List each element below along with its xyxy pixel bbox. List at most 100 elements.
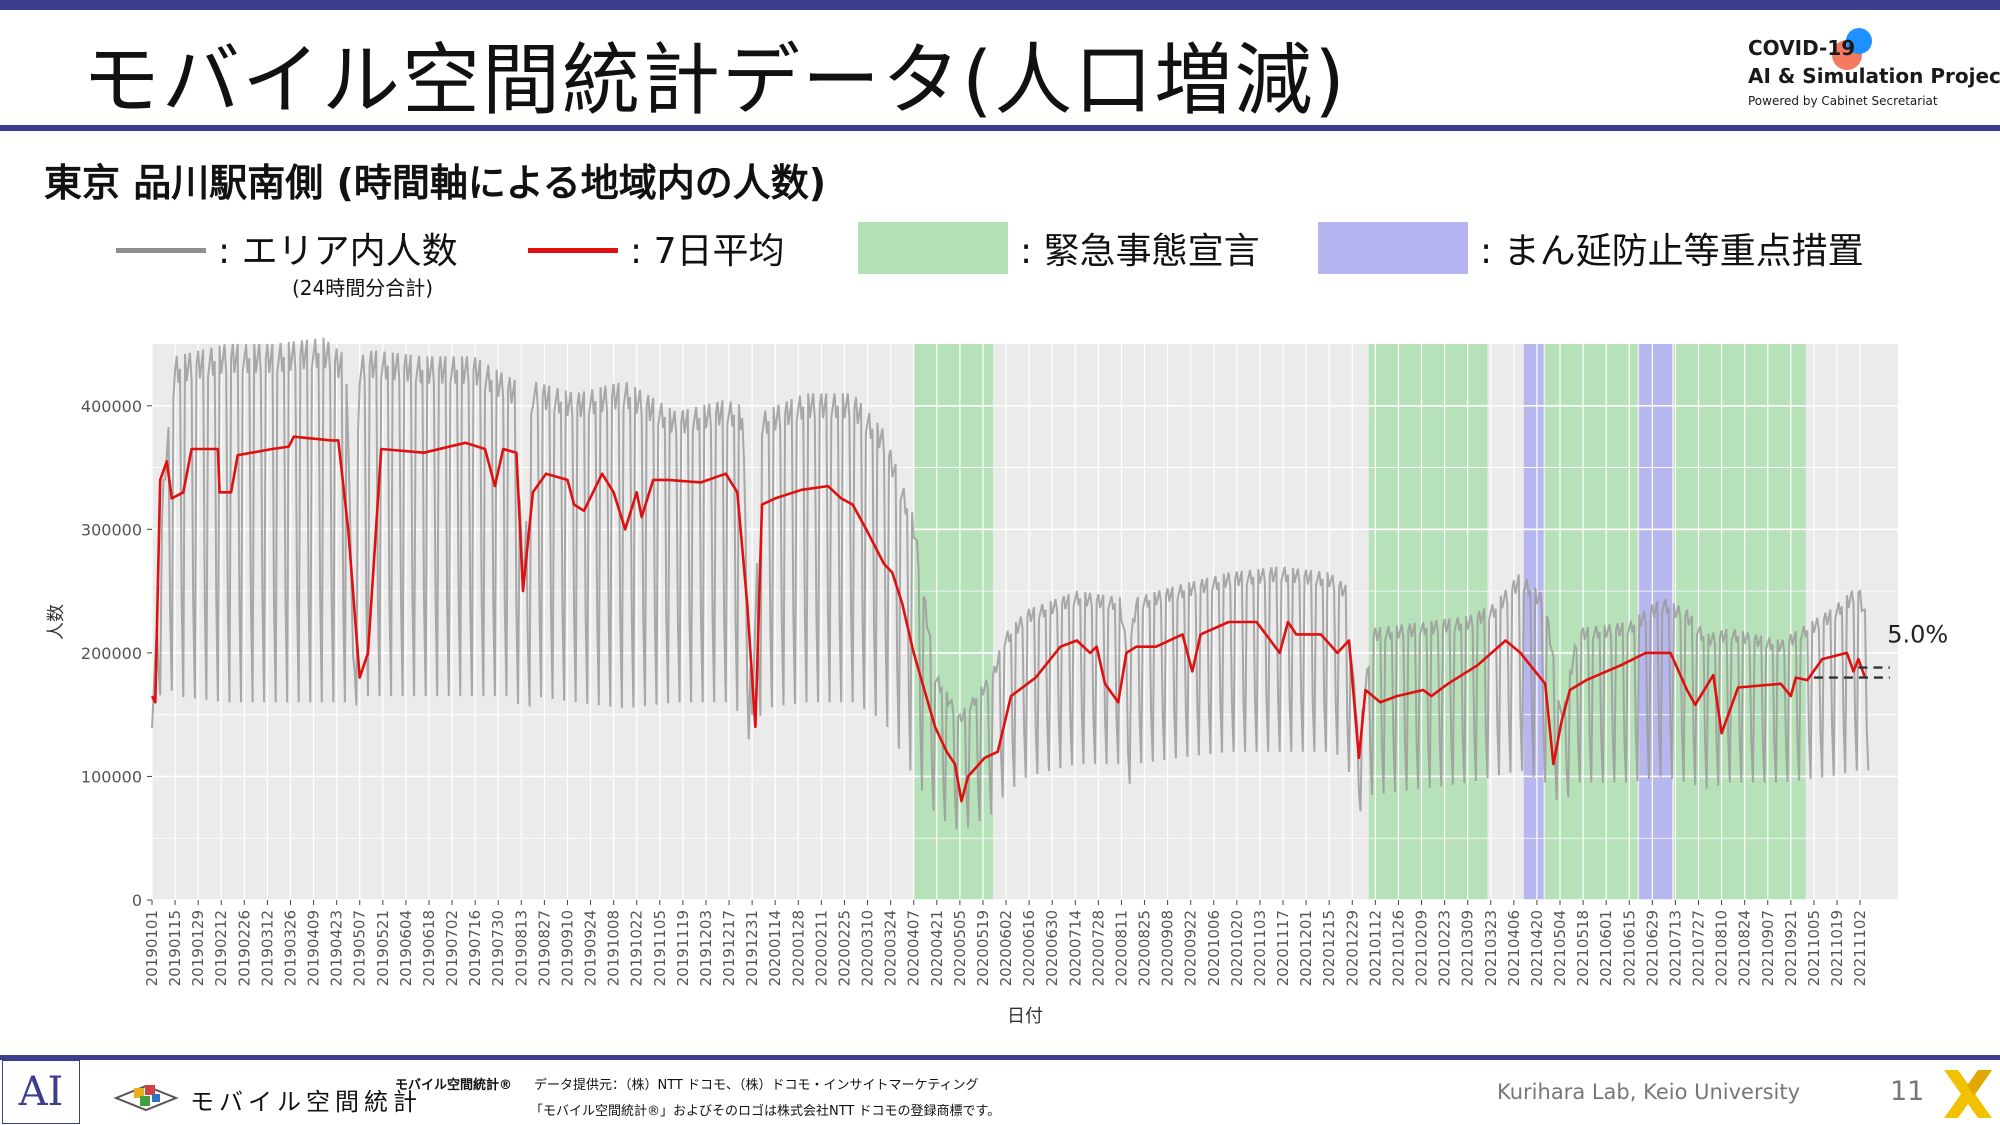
x-tick-label: 20200114	[766, 910, 784, 986]
logo-line1: COVID-19	[1748, 36, 1856, 60]
chart-subtitle: 東京 品川駅南側 (時間軸による地域内の人数)	[44, 161, 827, 205]
x-tick-label: 20201006	[1205, 910, 1223, 986]
x-tick-label: 20190312	[258, 910, 276, 986]
x-tick-label: 20200728	[1089, 910, 1107, 986]
logo-line3: Powered by Cabinet Secretariat	[1748, 94, 1938, 108]
title-divider	[0, 125, 2000, 131]
x-tick-label: 20191008	[605, 910, 623, 986]
x-tick-label: 20210921	[1782, 910, 1800, 986]
x-tick-label: 20210727	[1690, 910, 1708, 986]
trademark-note: 「モバイル空間統計®」およびそのロゴは株式会社NTT ドコモの登録商標です。	[530, 1104, 1001, 1119]
x-tick-label: 20210112	[1366, 910, 1384, 986]
data-source: データ提供元：（株）NTT ドコモ、（株）ドコモ・インサイトマーケティング	[534, 1078, 979, 1093]
x-tick-label: 20210420	[1528, 910, 1546, 986]
x-tick-label: 20201215	[1320, 910, 1338, 986]
emergency-period-5	[1673, 344, 1806, 900]
ai-lab-logo: AI	[2, 1060, 80, 1124]
x-tick-label: 20200616	[1020, 910, 1038, 986]
x-tick-label: 20200908	[1159, 910, 1177, 986]
slide-title: モバイル空間統計データ(人口増減)	[82, 36, 1347, 126]
growth-annotation: 5.0%	[1887, 620, 1948, 648]
x-tick-label: 20190730	[489, 910, 507, 986]
legend-emergency-swatch	[858, 222, 1008, 274]
x-tick-label: 20210209	[1413, 910, 1431, 986]
x-tick-label: 20211102	[1851, 910, 1869, 986]
top-accent-bar	[0, 0, 2000, 10]
y-tick-label: 0	[132, 891, 142, 910]
x-tick-label: 20200519	[974, 910, 992, 986]
x-tick-label: 20191231	[743, 910, 761, 986]
x-tick-label: 20210615	[1620, 910, 1638, 986]
emergency-period-3	[1545, 344, 1638, 900]
seven-day-average-line	[150, 435, 1867, 803]
x-tick-label: 20200324	[882, 910, 900, 986]
x-tick-label: 20191105	[651, 910, 669, 986]
x-tick-label: 20201201	[1297, 910, 1315, 986]
y-tick-label: 400000	[81, 397, 142, 416]
x-tick-label: 20190226	[235, 910, 253, 986]
x-tick-label: 20200811	[1113, 910, 1131, 986]
x-tick-label: 20191119	[674, 910, 692, 986]
x-tick-label: 20200922	[1182, 910, 1200, 986]
x-tick-label: 20210126	[1389, 910, 1407, 986]
x-tick-label: 20190326	[282, 910, 300, 986]
x-tick-label: 20201020	[1228, 910, 1246, 986]
x-tick-label: 20200630	[1043, 910, 1061, 986]
x-tick-label: 20191022	[628, 910, 646, 986]
x-tick-label: 20190507	[351, 910, 369, 986]
population-chart: 5.0% 0 100000 200000 300000 400000 20190101 201…	[46, 337, 1948, 1027]
x-tick-label: 20190212	[212, 910, 230, 986]
legend-emergency-label: : 緊急事態宣言	[1020, 231, 1260, 272]
y-tick-label: 200000	[81, 644, 142, 663]
legend-avg-label: : 7日平均	[630, 231, 785, 272]
x-tick-label: 20210810	[1713, 910, 1731, 986]
x-tick-label: 20190423	[328, 910, 346, 986]
mobile-stats-logo-text: モバイル空間統計	[190, 1088, 422, 1116]
x-tick-label: 20210907	[1759, 910, 1777, 986]
x-axis-title: 日付	[1007, 1006, 1043, 1027]
x-tick-label: 20210406	[1505, 910, 1523, 986]
y-axis-title: 人数	[46, 604, 67, 640]
legend-quasi-swatch	[1318, 222, 1468, 274]
x-tick-label: 20210504	[1551, 910, 1569, 986]
x-tick-label: 20190115	[166, 910, 184, 986]
legend-daily-swatch	[116, 248, 206, 253]
x-tick-label: 20200225	[836, 910, 854, 986]
x-tick-label: 20210309	[1459, 910, 1477, 986]
quasi-period-2	[1523, 344, 1544, 900]
x-tick-label: 20190101	[143, 910, 161, 986]
legend-daily-note: (24時間分合計)	[292, 276, 434, 300]
x-tick-label: 20190910	[559, 910, 577, 986]
x-tick-label: 20190813	[512, 910, 530, 986]
x-tick-label: 20190702	[443, 910, 461, 986]
x-tick-label: 20201103	[1251, 910, 1269, 986]
x-tick-label: 20200407	[905, 910, 923, 986]
x-tick-label: 20191203	[697, 910, 715, 986]
x-tick-label: 20190129	[189, 910, 207, 986]
x-tick-label: 20200602	[997, 910, 1015, 986]
x-tick-label: 20200310	[859, 910, 877, 986]
daily-population-line	[151, 337, 1870, 830]
x-tick-label: 20200825	[1136, 910, 1154, 986]
x-tick-label: 20190827	[535, 910, 553, 986]
x-tick-label: 20210323	[1482, 910, 1500, 986]
x-tick-label: 20210601	[1597, 910, 1615, 986]
x-tick-label: 20200714	[1066, 910, 1084, 986]
x-tick-label: 20211019	[1828, 910, 1846, 986]
logo-dot-icon	[1846, 28, 1872, 54]
y-tick-label: 100000	[81, 767, 142, 786]
x-tick-label: 20211005	[1805, 910, 1823, 986]
legend-quasi-label: : まん延防止等重点措置	[1480, 231, 1864, 272]
x-tick-label: 20200421	[928, 910, 946, 986]
x-tick-label: 20201117	[1274, 910, 1292, 986]
x-tick-label: 20210629	[1643, 910, 1661, 986]
x-tick-label: 20190716	[466, 910, 484, 986]
logo-line2: AI & Simulation Project	[1748, 64, 2000, 88]
x-tick-label: 20190618	[420, 910, 438, 986]
legend-avg-swatch	[528, 248, 618, 253]
x-tick-label: 20190924	[582, 910, 600, 986]
quasi-period-4	[1639, 344, 1673, 900]
x-tick-label: 20200128	[789, 910, 807, 986]
x-tick-label: 20210223	[1436, 910, 1454, 986]
x-tick-label: 20190409	[305, 910, 323, 986]
